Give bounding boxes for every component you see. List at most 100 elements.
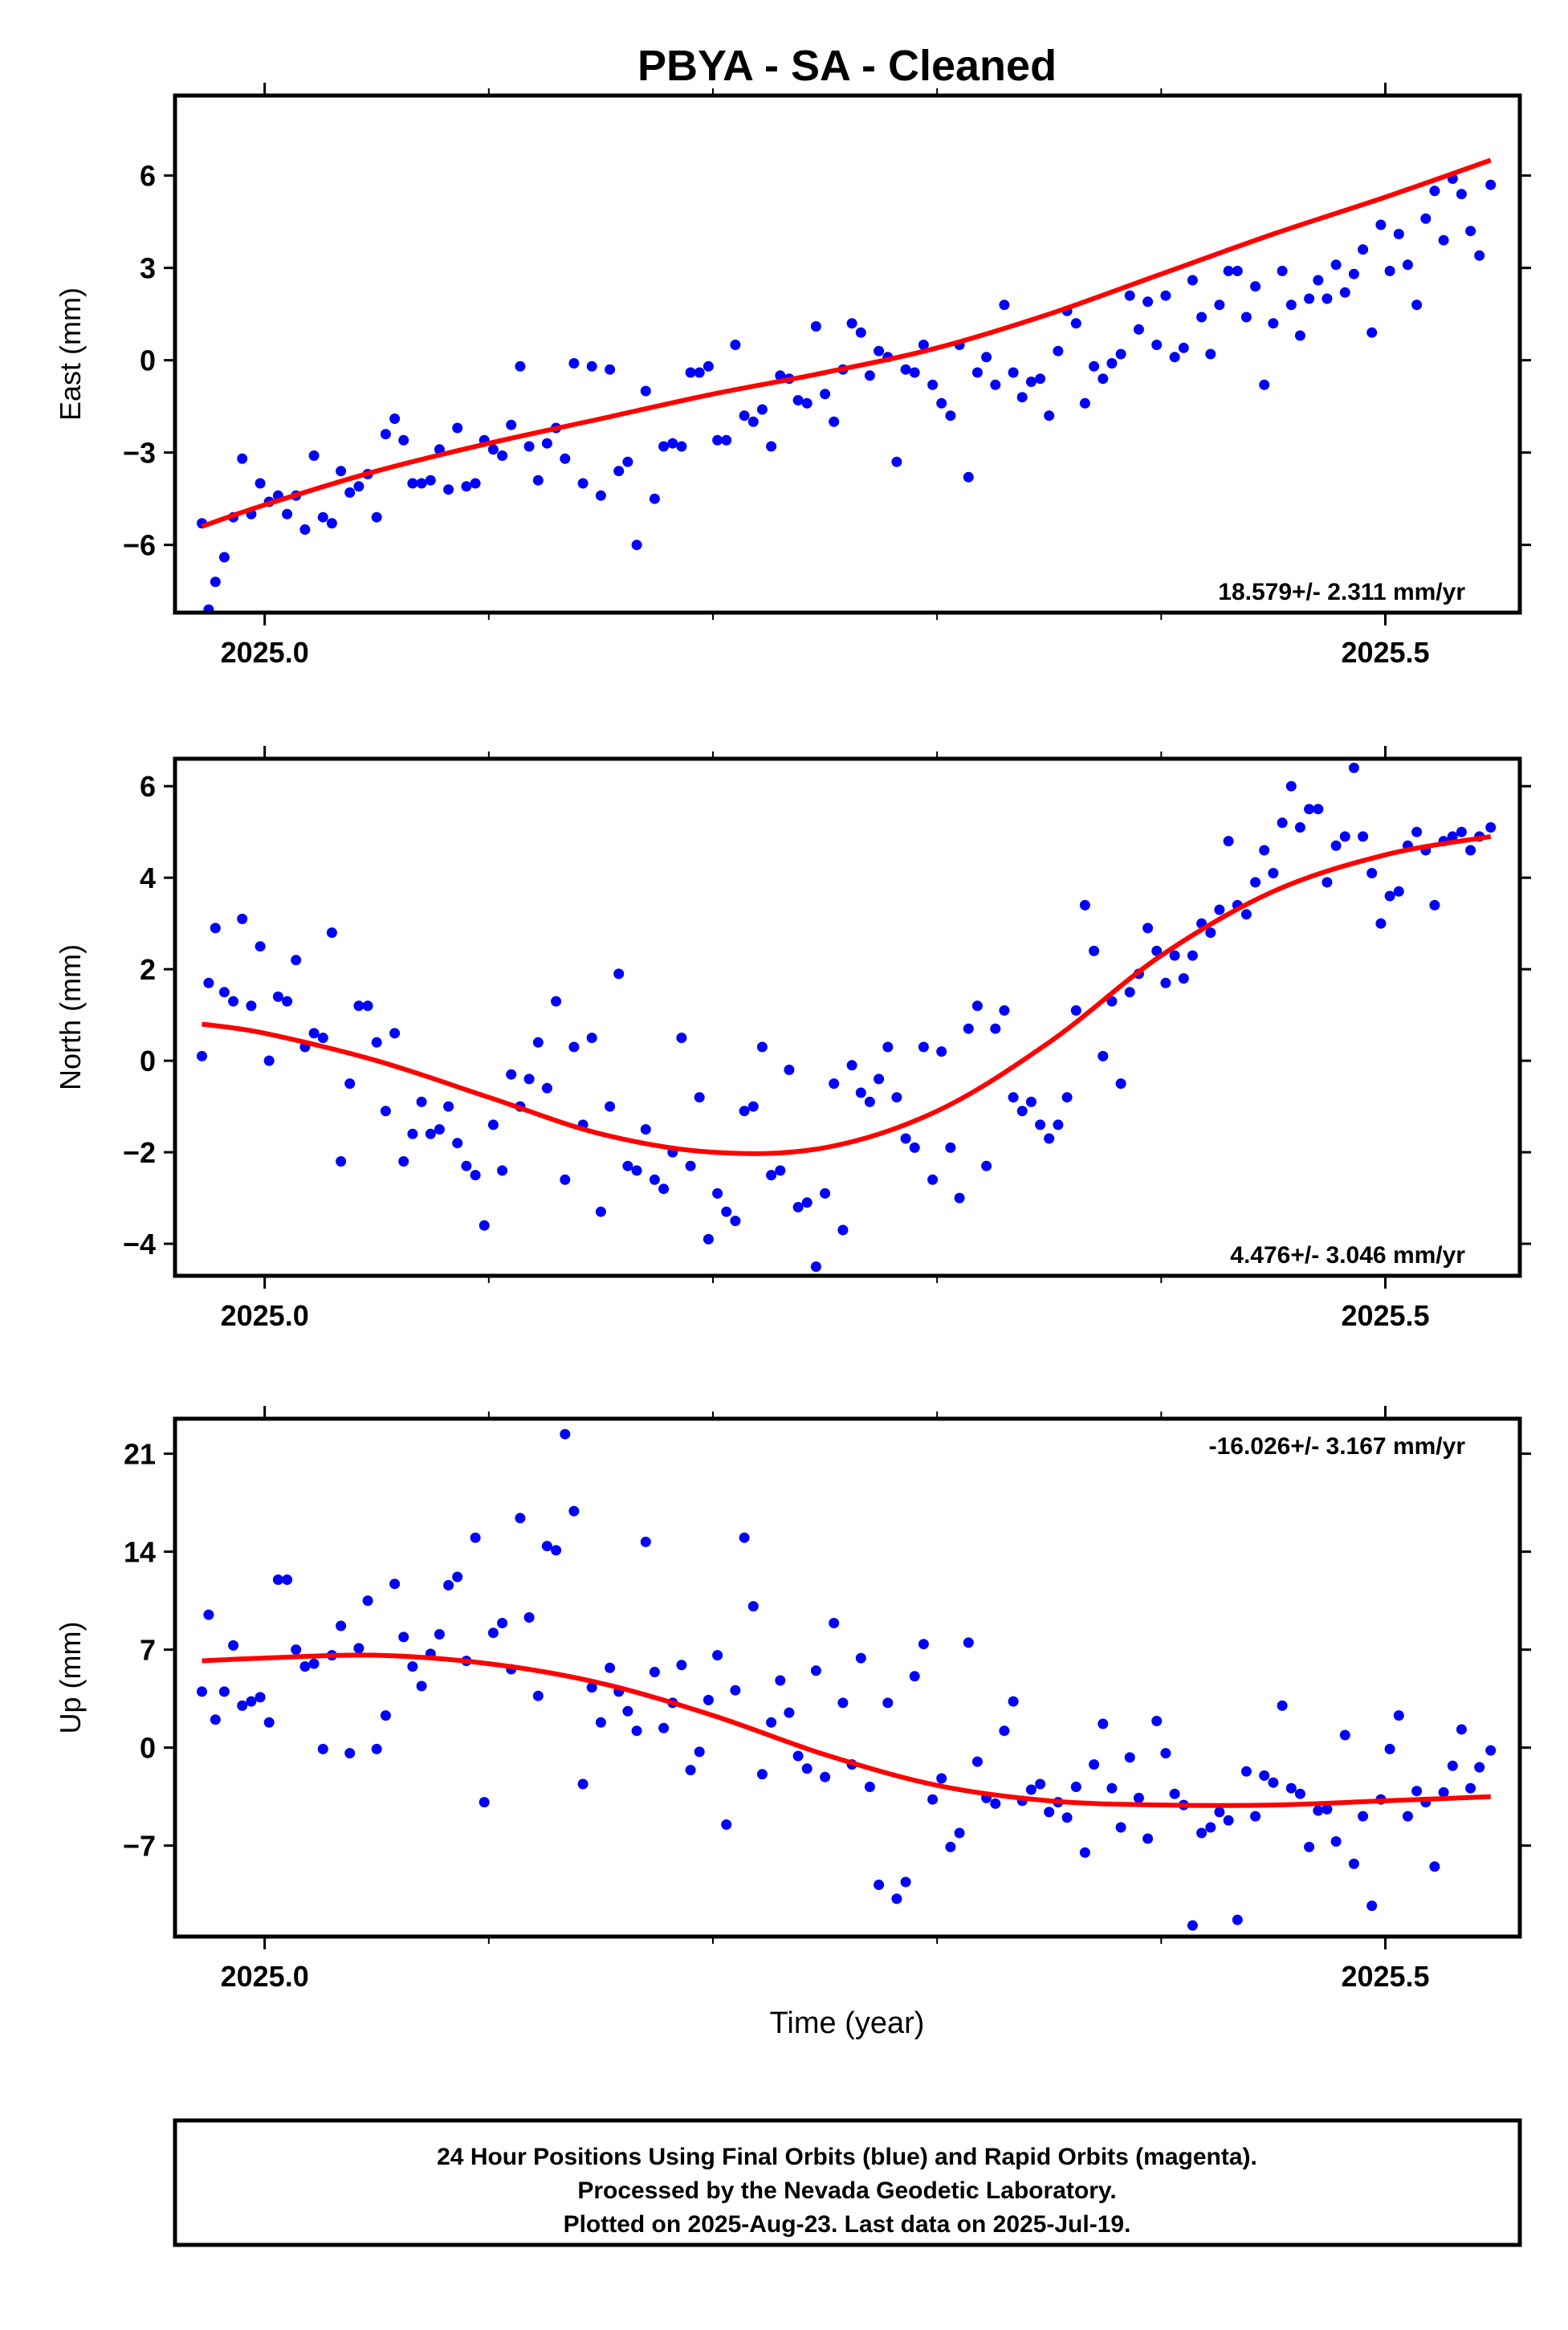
east-point <box>1008 367 1019 378</box>
up-point <box>1232 1914 1243 1925</box>
north-point <box>1358 831 1369 842</box>
up-point <box>1250 1811 1261 1822</box>
north-point <box>649 1174 660 1185</box>
east-point <box>568 358 580 369</box>
up-point <box>380 1710 391 1721</box>
north-point <box>1089 945 1100 956</box>
north-point <box>837 1224 849 1236</box>
north-point <box>551 996 562 1007</box>
north-point <box>407 1128 418 1139</box>
east-point <box>1402 259 1413 271</box>
north-point <box>272 991 283 1002</box>
east-frame <box>173 93 1522 615</box>
east-point <box>846 318 857 329</box>
east-point <box>676 441 687 452</box>
up-point <box>1142 1833 1154 1844</box>
up-point <box>416 1680 427 1692</box>
north-point <box>425 1128 436 1139</box>
east-point <box>1259 379 1270 390</box>
east-point <box>1485 179 1497 190</box>
east-point <box>344 487 356 498</box>
east-point <box>1115 348 1126 360</box>
up-point <box>203 1609 214 1620</box>
east-fit-line <box>201 157 1492 529</box>
east-point <box>747 416 759 427</box>
up-ytick-label: 7 <box>140 1634 156 1667</box>
up-point <box>1285 1782 1297 1794</box>
up-xtick-label: 2025.5 <box>1341 1960 1429 1993</box>
up-ytick-label: 0 <box>140 1732 156 1765</box>
east-point <box>389 413 401 424</box>
east-point <box>595 490 606 501</box>
north-point <box>246 1000 257 1012</box>
up-point <box>1277 1700 1288 1711</box>
up-point <box>1474 1762 1485 1773</box>
north-frame <box>173 756 1522 1278</box>
north-point <box>1115 1078 1126 1090</box>
east-point <box>855 327 866 338</box>
north-point <box>1223 836 1234 847</box>
north-point <box>918 1041 929 1053</box>
north-point <box>756 1041 768 1053</box>
up-point <box>1106 1782 1118 1794</box>
east-point <box>1053 345 1064 356</box>
east-point <box>1025 377 1037 387</box>
up-point <box>1008 1696 1019 1707</box>
east-point <box>1196 312 1208 323</box>
north-point <box>1411 826 1423 837</box>
north-point <box>1465 845 1476 856</box>
north-point <box>228 996 239 1007</box>
east-panel: −6 −3 0 3 6 2025.0 2025.5 East (mm) 18.579+/- … <box>54 83 1531 669</box>
north-ytick-label: 4 <box>140 862 156 894</box>
east-point <box>1277 266 1288 276</box>
north-point <box>353 1000 365 1012</box>
north-point <box>605 1101 616 1112</box>
up-point <box>971 1756 983 1767</box>
east-point <box>1070 318 1081 329</box>
north-point <box>1259 845 1270 856</box>
east-point <box>605 364 616 375</box>
north-point <box>1187 950 1198 961</box>
east-point <box>1465 226 1476 237</box>
up-point <box>299 1661 311 1672</box>
north-point <box>1053 1119 1064 1130</box>
north-point <box>1178 973 1189 984</box>
up-point <box>1348 1858 1359 1869</box>
north-point <box>568 1041 580 1053</box>
north-point <box>210 923 221 934</box>
up-point <box>1384 1743 1395 1754</box>
north-point <box>541 1082 552 1094</box>
up-point <box>479 1797 490 1808</box>
east-point <box>694 367 705 378</box>
north-point <box>487 1119 499 1130</box>
north-point <box>443 1101 454 1112</box>
north-point <box>371 1037 382 1048</box>
north-point <box>452 1138 463 1149</box>
north-point <box>1447 831 1458 842</box>
up-point <box>1438 1786 1449 1798</box>
north-point <box>685 1160 696 1171</box>
north-ytick-label: 2 <box>140 953 156 986</box>
up-point <box>1061 1812 1073 1823</box>
north-point <box>1384 890 1395 902</box>
east-point <box>829 416 840 427</box>
north-point <box>1313 804 1324 815</box>
up-point <box>1160 1748 1171 1759</box>
east-point <box>1232 266 1243 276</box>
up-point <box>1124 1752 1135 1763</box>
east-point <box>1285 299 1297 311</box>
up-point <box>308 1658 320 1669</box>
east-point <box>1339 287 1350 298</box>
footer-line-1: 24 Hour Positions Using Final Orbits (bl… <box>437 2144 1257 2170</box>
east-point <box>237 453 248 464</box>
north-point <box>506 1069 517 1080</box>
north-point <box>954 1192 965 1204</box>
up-point <box>1465 1782 1476 1794</box>
up-point <box>1133 1792 1144 1803</box>
up-point <box>487 1627 499 1639</box>
east-point <box>308 450 320 461</box>
north-point <box>389 1028 401 1039</box>
up-frame <box>173 1416 1522 1939</box>
north-point <box>1429 899 1440 910</box>
north-point <box>532 1037 544 1048</box>
